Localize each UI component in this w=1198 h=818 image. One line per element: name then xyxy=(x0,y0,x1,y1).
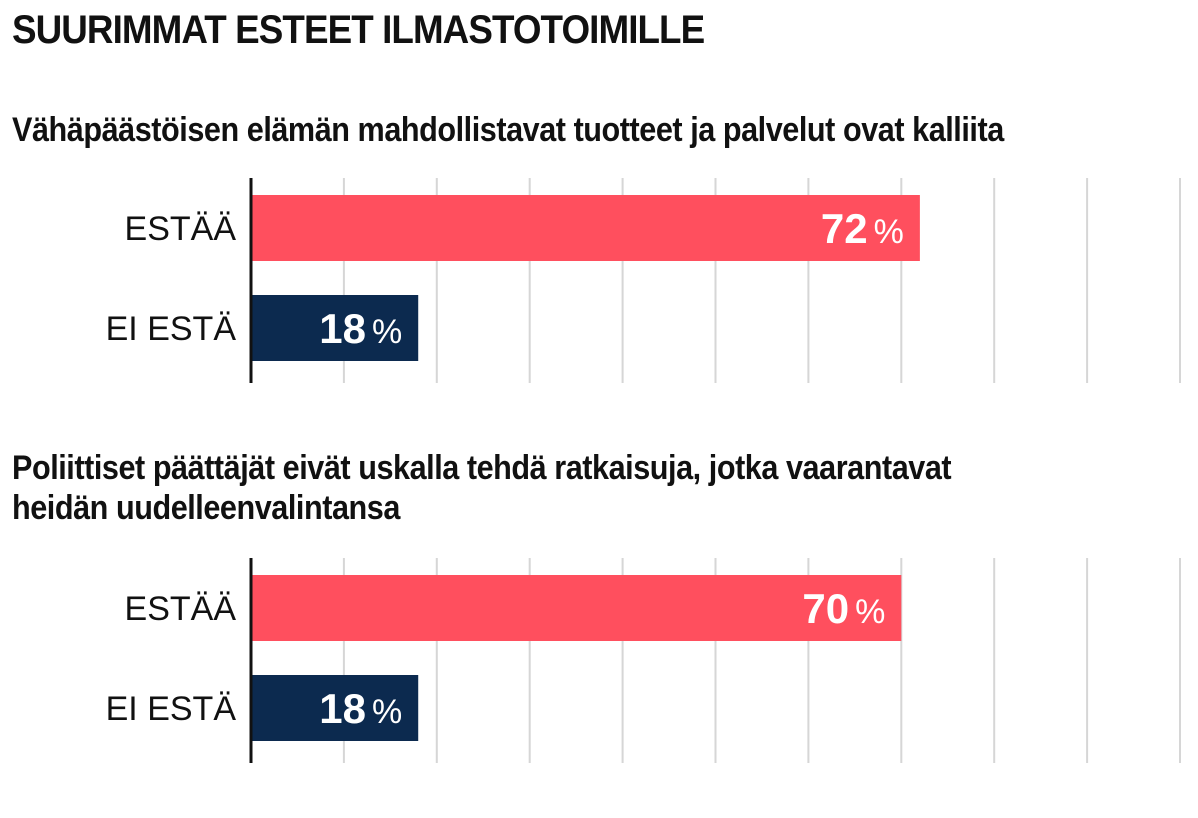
chart-2-data-label: 70% xyxy=(802,585,885,632)
page-title: SUURIMMAT ESTEET ILMASTOTOIMILLE xyxy=(12,8,705,52)
chart-1-data-label: 72% xyxy=(821,205,904,252)
chart-1: ESTÄÄ 72 % EI ESTÄ 18% xyxy=(106,178,1181,383)
chart-2-bar-ei-esta xyxy=(251,675,419,741)
chart-2-title-line-1: Poliittiset päättäjät eivät uskalla tehd… xyxy=(12,449,952,487)
chart-2-category-label: EI ESTÄ xyxy=(106,690,237,728)
chart-2-category-label: ESTÄÄ xyxy=(125,590,237,628)
chart-2: ESTÄÄ 70 % EI ESTÄ 18% xyxy=(106,558,1181,763)
chart-1-bar-ei-esta xyxy=(251,295,419,361)
chart-2-title-line-2: heidän uudelleenvalintansa xyxy=(12,489,400,527)
chart-2-data-label: 18% xyxy=(319,685,402,732)
chart-1-title: Vähäpäästöisen elämän mahdollistavat tuo… xyxy=(12,111,1004,149)
chart-2-title: Poliittiset päättäjät eivät uskalla tehd… xyxy=(12,448,952,528)
chart-2-bar-estaa xyxy=(251,575,902,641)
chart-1-data-label: 18% xyxy=(319,305,402,352)
chart-1-category-label: ESTÄÄ xyxy=(125,210,237,248)
chart-1-category-label: EI ESTÄ xyxy=(106,310,237,348)
chart-1-bar-estaa xyxy=(251,195,920,261)
